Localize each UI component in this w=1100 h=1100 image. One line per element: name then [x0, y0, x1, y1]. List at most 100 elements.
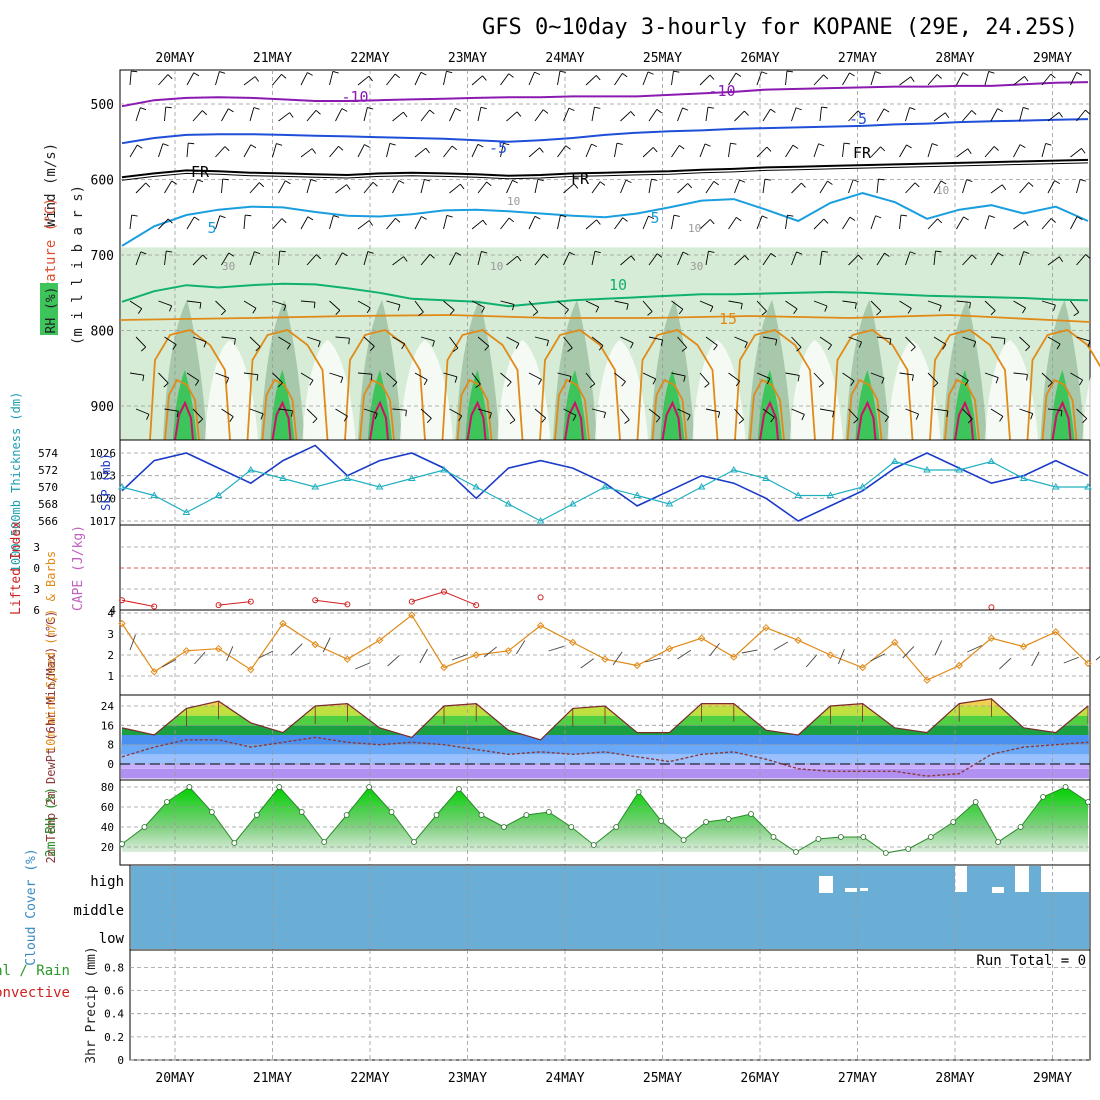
wind-barb-feather: [687, 183, 693, 189]
wind-barb: [420, 408, 432, 419]
wind10m-point: [923, 676, 931, 684]
wind-barb: [1076, 336, 1091, 342]
wind-barb-feather: [775, 339, 778, 346]
wind-barb: [785, 372, 800, 376]
wind-barb: [363, 107, 368, 122]
wind-barb-feather: [277, 382, 283, 388]
thickness-marker: [794, 491, 803, 498]
wind-barb-feather: [827, 344, 832, 350]
wind-barb-feather: [560, 214, 567, 218]
wind-barb: [534, 253, 544, 266]
wind-barb-feather: [850, 380, 855, 386]
rh-point: [972, 799, 979, 805]
wind-barb: [249, 107, 255, 122]
wind-barb-feather: [194, 380, 200, 386]
wind-barb: [813, 372, 824, 384]
wind-barb-feather: [289, 112, 294, 118]
precip-frame: [129, 949, 1091, 1061]
slp-tick-label: 1026: [90, 447, 117, 460]
isotherm-label: 15: [719, 310, 737, 328]
wind-barb-feather: [228, 108, 234, 113]
wind-barb-feather: [910, 346, 916, 352]
wind-barb: [842, 216, 851, 230]
wind10m-point: [311, 640, 319, 649]
lifted-index-panel: 3 0 3 6 4: [33, 524, 1091, 617]
wind-barb-feather: [966, 179, 973, 182]
wind-barb-feather: [145, 182, 151, 188]
lifted-index-point: [537, 594, 544, 601]
wind-barb: [129, 372, 144, 376]
isotherm-line: [121, 158, 1089, 179]
thickness-marker: [633, 491, 642, 498]
wind-tick-label: 3: [107, 628, 114, 641]
wind10m-barb: [355, 662, 371, 670]
thickness-tick-label: 574: [38, 447, 58, 460]
wind-barb-feather: [1045, 143, 1052, 146]
wind-barb-feather: [367, 106, 374, 110]
lifted-index-line: [218, 601, 251, 606]
lifted-index-line: [315, 599, 348, 605]
rh2m-ylabel: 2m RH (%): [44, 787, 59, 857]
wind-barb-feather: [963, 216, 969, 221]
thickness-tick-label: 568: [38, 498, 58, 511]
wind-barb-feather: [426, 418, 432, 424]
wind10m-barb: [451, 654, 468, 661]
li-tick-label: 3: [33, 541, 40, 554]
wind10m-content: 1 2 3 4: [107, 607, 1100, 695]
wind-barb: [762, 253, 772, 266]
wind10m-barb: [580, 658, 595, 669]
wind-barb-feather: [596, 219, 601, 225]
wind-barb-feather: [1050, 218, 1056, 223]
wind-barb-feather: [1028, 182, 1034, 187]
wind-barb-feather: [801, 414, 805, 421]
wind-barb: [528, 71, 535, 86]
wind-barb: [848, 179, 854, 194]
wind-barb-feather: [909, 251, 916, 255]
precip-convective-label: Convective: [0, 985, 70, 1001]
wind-barb-feather: [131, 70, 138, 73]
wind-barb: [962, 179, 968, 194]
rh-point: [501, 824, 507, 830]
wind-barb-feather: [372, 181, 378, 187]
wind-barb-feather: [1047, 382, 1053, 388]
wind-barb-feather: [279, 250, 286, 253]
wind-barb-feather: [140, 251, 147, 255]
wind-barb-feather: [942, 344, 947, 350]
wind-barb: [129, 144, 138, 158]
wind-barb-feather: [995, 377, 999, 384]
isotherm-25-line: [661, 400, 682, 441]
wind-barb: [471, 300, 485, 308]
cloud-cover-panel: high middle low: [73, 864, 1091, 951]
wind-barb-feather: [1024, 76, 1029, 82]
wind-barb-feather: [542, 109, 549, 114]
wind-barb: [591, 336, 604, 346]
wind-barb: [449, 252, 457, 266]
wind-barb-feather: [823, 218, 829, 224]
wind-barb: [1019, 251, 1025, 266]
wind-barb: [506, 408, 516, 421]
wind-barb: [1070, 216, 1078, 230]
wind-barb: [1047, 336, 1061, 345]
wind-barb-feather: [1054, 180, 1061, 185]
wind-barb: [876, 408, 889, 418]
rh-point: [276, 784, 283, 790]
wind-barb-feather: [534, 71, 541, 76]
wind-barb: [905, 336, 916, 348]
wind-barb: [962, 408, 973, 420]
side-labels: Wind (m/s) Temperature (°C) RH (%) (m i …: [0, 143, 113, 1064]
wind10m-point: [536, 621, 545, 630]
wind-barb: [471, 144, 479, 158]
wind-barb: [420, 109, 430, 122]
wind-barb-feather: [276, 143, 283, 146]
wind-barb: [1041, 218, 1052, 230]
wind-barb: [785, 144, 794, 158]
wind-barb: [756, 71, 762, 86]
isotherm-25-line: [1051, 400, 1072, 441]
wind-barb-feather: [622, 217, 628, 222]
wind-barb-feather: [312, 418, 318, 424]
pressure-tick-label: 500: [91, 98, 114, 113]
isotherm-25-line: [271, 400, 292, 441]
wind-barb: [243, 144, 252, 158]
wind-barb-feather: [403, 256, 408, 262]
wind-barb-feather: [220, 310, 226, 316]
